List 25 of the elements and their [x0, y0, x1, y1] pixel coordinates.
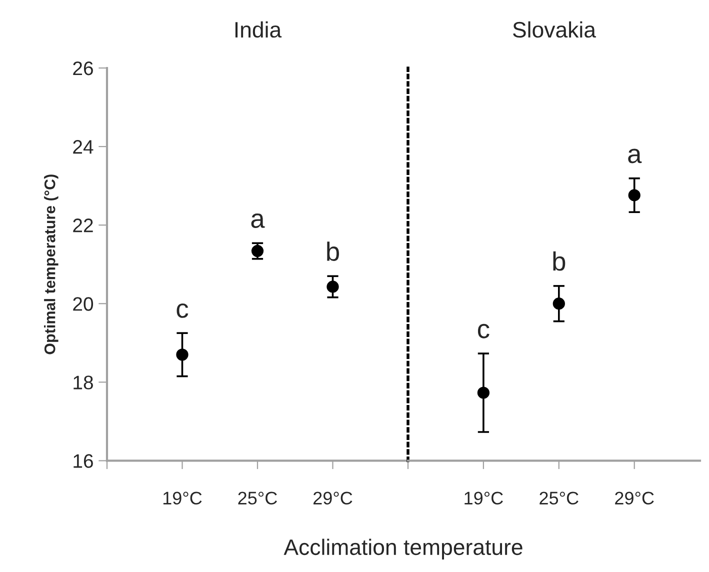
point — [326, 280, 339, 293]
y-tick-label: 18 — [74, 376, 93, 390]
y-tick-label: 24 — [73, 140, 94, 154]
annotation: b — [553, 251, 566, 271]
point — [251, 244, 264, 258]
x-tick-label: 25°C — [238, 492, 277, 505]
annotation: b — [327, 242, 339, 261]
x-tick-label: 19°C — [163, 492, 202, 505]
chart-title: Slovakia — [513, 21, 596, 38]
chart-title: India — [235, 21, 282, 38]
x-tick-label: 29°C — [313, 492, 352, 505]
x-axis-title: Acclimation temperature — [284, 538, 522, 560]
point — [176, 348, 188, 361]
annotation: c — [478, 324, 490, 338]
annotation: c — [176, 303, 188, 318]
y-tick-label: 20 — [73, 297, 94, 311]
x-tick-label: 25°C — [540, 492, 578, 505]
y-tick-label: 22 — [73, 218, 93, 232]
annotation: a — [251, 214, 265, 228]
y-tick-label: 16 — [74, 454, 93, 468]
x-tick-label: 29°C — [615, 492, 654, 505]
x-tick-label: 19°C — [464, 492, 503, 505]
y-axis-title: Optimal temperature (°C) — [44, 174, 58, 354]
y-tick-label: 26 — [73, 61, 93, 76]
annotation: a — [628, 148, 642, 164]
